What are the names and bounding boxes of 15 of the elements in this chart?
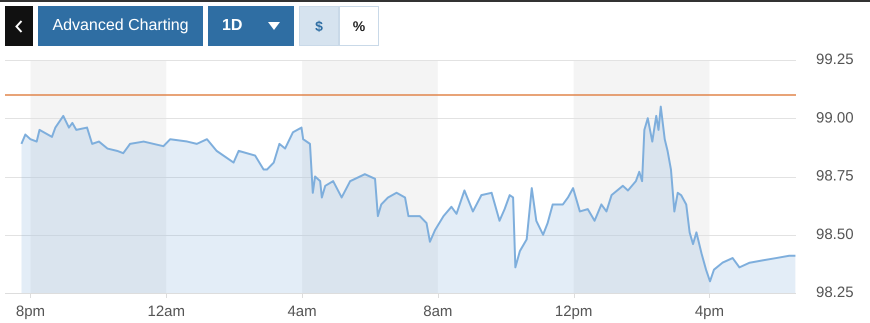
x-tick-label: 12am [147, 303, 186, 320]
y-tick-label: 98.25 [816, 284, 854, 302]
percent-toggle[interactable]: % [339, 6, 379, 46]
price-toggle[interactable]: $ [299, 6, 339, 46]
charting-button[interactable]: Advanced Charting [38, 6, 203, 46]
range-dropdown[interactable]: 1D [208, 6, 294, 46]
x-tick-label: 4am [287, 303, 317, 320]
x-tick-label: 8pm [16, 303, 46, 320]
x-tick-label: 4pm [694, 303, 724, 320]
x-tick-label: 12pm [554, 303, 592, 320]
y-tick-label: 98.75 [816, 168, 854, 185]
x-tick-label: 8am [423, 303, 452, 320]
y-tick-label: 99.00 [816, 109, 854, 126]
y-tick-label: 99.25 [816, 51, 854, 68]
y-tick-label: 98.50 [816, 226, 854, 243]
